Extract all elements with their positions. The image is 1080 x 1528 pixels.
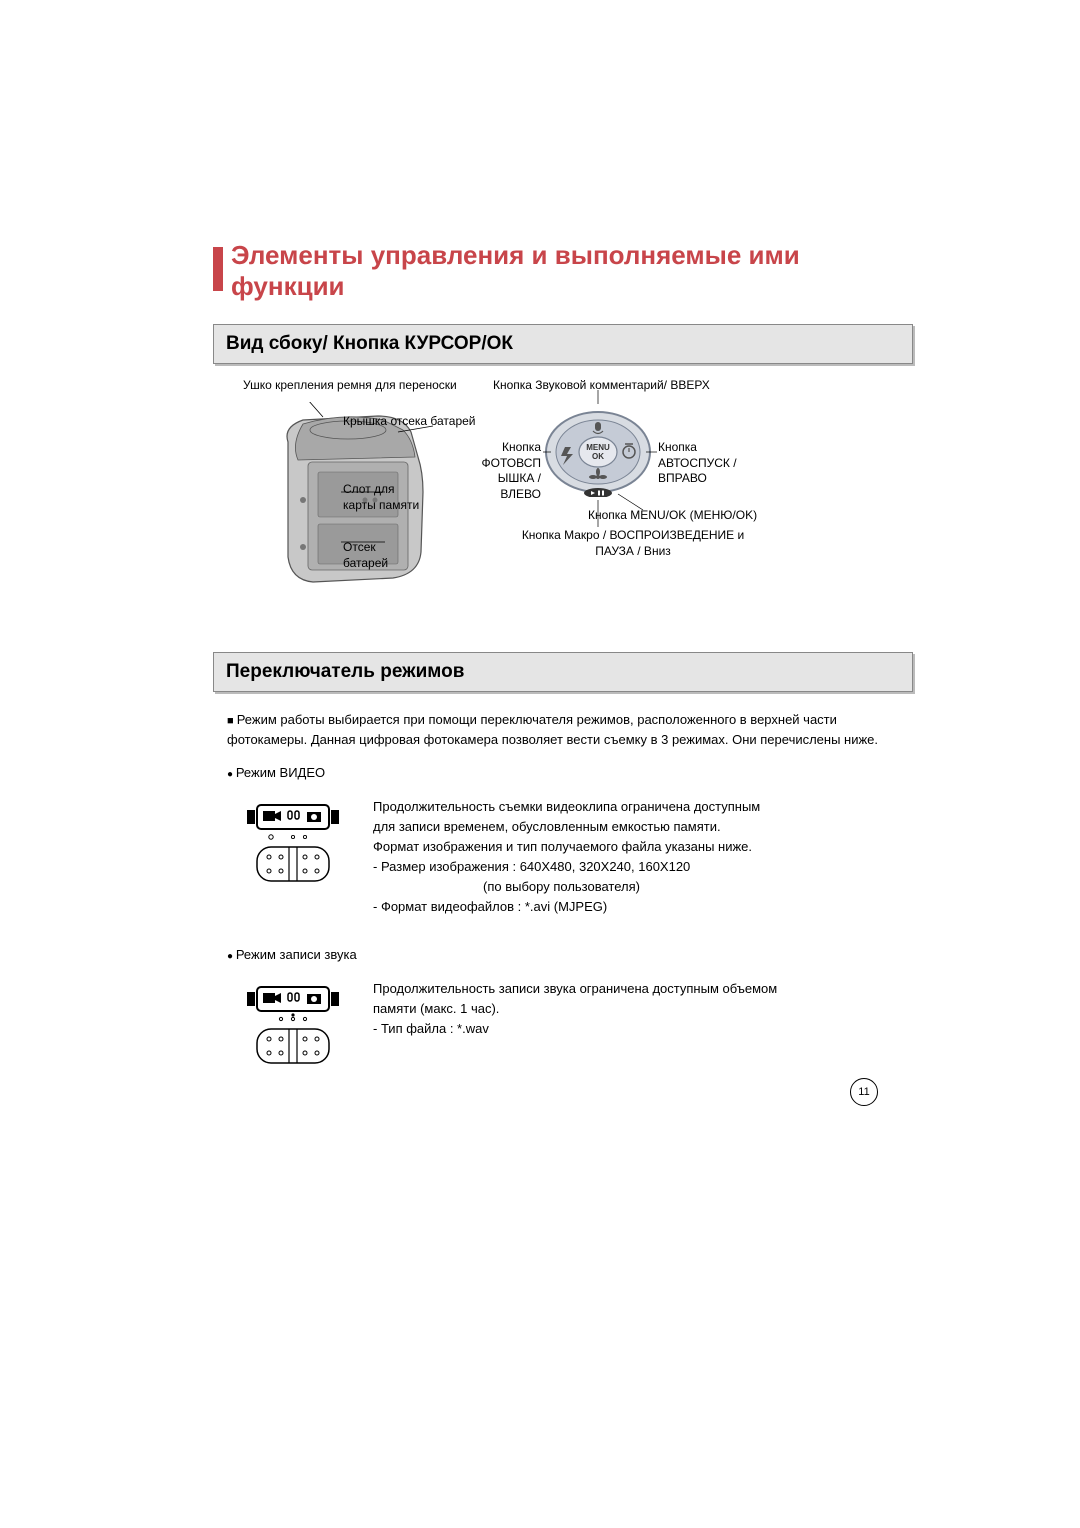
label-flash-left: Кнопка ФОТОВСП ЫШКА / ВЛЕВО: [481, 440, 541, 502]
ok-label: OK: [592, 452, 604, 461]
section-heading-mode-switch: Переключатель режимов: [213, 652, 913, 692]
page-content: Элементы управления и выполняемые ими фу…: [213, 240, 913, 1097]
label-battery-cover: Крышка отсека батарей: [343, 414, 476, 430]
mode-video-title: Режим ВИДЕО: [227, 763, 913, 783]
label-strap-eyelet: Ушко крепления ремня для переноски: [243, 378, 457, 394]
mode-audio-block: Продолжительность записи звука ограничен…: [243, 979, 913, 1069]
label-voice-up: Кнопка Звуковой комментарий/ ВВЕРХ: [493, 378, 710, 394]
mode-video-desc: Продолжительность съемки видеоклипа огра…: [373, 797, 913, 918]
label-card-slot: Слот для карты памяти: [343, 482, 419, 513]
mode-intro-text: Режим работы выбирается при помощи перек…: [227, 710, 913, 749]
label-macro-play: Кнопка Макро / ВОСПРОИЗВЕДЕНИЕ и ПАУЗА /…: [513, 528, 753, 559]
section-heading-side-view: Вид сбоку/ Кнопка КУРСОР/ОК: [213, 324, 913, 364]
mode-video-block: Продолжительность съемки видеоклипа огра…: [243, 797, 913, 918]
page-number: 11: [850, 1078, 878, 1106]
mode-audio-desc: Продолжительность записи звука ограничен…: [373, 979, 913, 1039]
label-selftimer-right: Кнопка АВТОСПУСК / ВПРАВО: [658, 440, 737, 487]
label-menu-ok: Кнопка MENU/OK (МЕНЮ/OK): [588, 508, 757, 524]
mode-switch-audio-icon: [243, 979, 343, 1069]
nav-pad-illustration: MENU OK: [543, 407, 653, 497]
mode-audio-title: Режим записи звука: [227, 945, 913, 965]
label-battery-compartment: Отсек батарей: [343, 540, 388, 571]
mode-switch-video-icon: [243, 797, 343, 887]
side-view-diagram: Ушко крепления ремня для переноски Крышк…: [213, 382, 913, 612]
menu-label: MENU: [586, 443, 610, 452]
page-title: Элементы управления и выполняемые ими фу…: [231, 240, 913, 302]
